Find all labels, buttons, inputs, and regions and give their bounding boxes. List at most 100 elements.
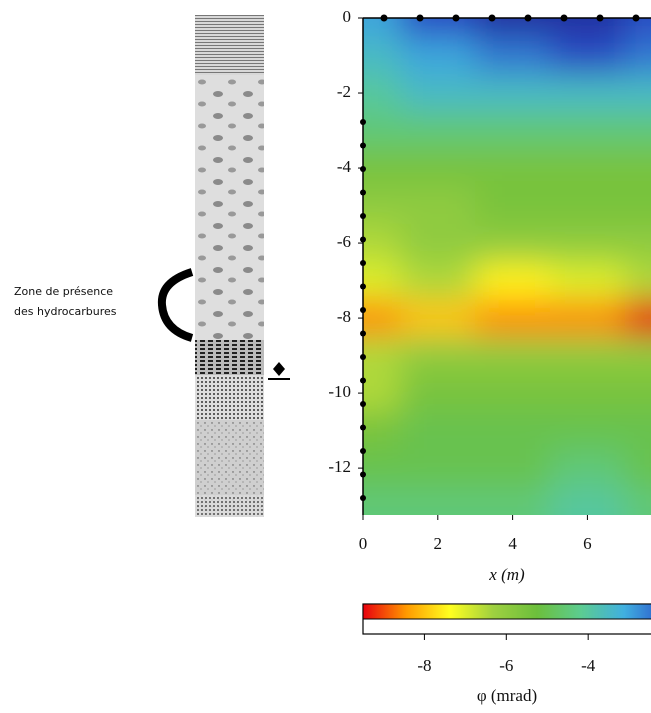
heat-cell <box>550 111 626 151</box>
heat-cell <box>400 449 477 488</box>
electrode <box>360 189 366 196</box>
x-tick-label: 2 <box>434 534 443 553</box>
heat-cell <box>363 336 402 376</box>
electrode <box>360 424 366 431</box>
colorbar-fill <box>362 603 651 620</box>
annotation: des hydrocarbures <box>14 305 117 318</box>
electrode <box>360 495 366 501</box>
heat-cell <box>550 411 626 451</box>
heat-cell <box>624 186 651 226</box>
heat-cell <box>400 486 477 515</box>
heat-cell <box>400 411 477 451</box>
electrode <box>360 471 366 478</box>
heat-cell <box>363 18 402 38</box>
heat-cell <box>475 336 552 376</box>
y-tick-label: -8 <box>337 307 351 326</box>
electrode <box>360 401 366 407</box>
y-tick-label: 0 <box>343 7 352 26</box>
heat-cell <box>363 36 402 76</box>
electrode <box>360 448 366 454</box>
heat-cell <box>624 261 651 301</box>
x-tick-label: 4 <box>508 534 517 553</box>
x-tick-label: 6 <box>583 534 592 553</box>
heat-cell <box>550 18 626 38</box>
bracket <box>157 268 194 342</box>
y-tick-label: -12 <box>328 457 351 476</box>
heat-cell <box>475 486 552 515</box>
colorbar-tick-label: -4 <box>581 656 596 675</box>
heat-cell <box>400 74 477 113</box>
heat-cell <box>550 149 626 188</box>
heat-cell <box>475 299 552 338</box>
y-tick-label: -4 <box>337 157 352 176</box>
heat-cell <box>363 74 402 113</box>
heat-cell <box>550 224 626 263</box>
heat-cell <box>363 224 402 263</box>
heat-cell <box>550 299 626 338</box>
electrode <box>360 213 366 219</box>
heatmap-cells <box>363 18 651 515</box>
heat-cell <box>400 261 477 301</box>
heat-cell <box>475 449 552 488</box>
electrodes <box>360 14 640 501</box>
heat-cell <box>400 336 477 376</box>
layer <box>195 15 264 75</box>
electrode <box>360 354 366 360</box>
electrode <box>360 307 366 313</box>
electrode <box>596 14 604 22</box>
heat-cell <box>400 111 477 151</box>
electrode <box>632 14 640 22</box>
electrode <box>360 142 366 149</box>
heat-cell <box>624 111 651 151</box>
heat-cell <box>363 374 402 413</box>
heat-cell <box>624 299 651 338</box>
heat-cell <box>475 111 552 151</box>
layer <box>195 495 264 517</box>
heat-cell <box>363 261 402 301</box>
heat-cell <box>363 411 402 451</box>
lithology-column <box>195 15 264 517</box>
electrode <box>560 14 568 22</box>
heat-cell <box>550 74 626 113</box>
y-tick-label: -2 <box>337 82 351 101</box>
colorbar: -8-6-4-2 <box>362 603 651 675</box>
heat-cell <box>363 449 402 488</box>
heat-cell <box>400 224 477 263</box>
electrode <box>360 377 366 384</box>
heat-cell <box>400 299 477 338</box>
heat-cell <box>475 74 552 113</box>
electrode <box>360 283 366 290</box>
heat-cell <box>400 18 477 38</box>
electrode <box>360 119 366 125</box>
heat-cell <box>475 36 552 76</box>
annotation: Zone de présence <box>14 285 113 298</box>
heat-cell <box>550 261 626 301</box>
electrode <box>524 14 532 22</box>
electrode <box>488 14 496 22</box>
water-table <box>268 362 290 380</box>
colorbar-label: φ (mrad) <box>477 686 537 705</box>
layer <box>195 375 264 420</box>
electrode <box>416 14 424 22</box>
heat-cell <box>624 449 651 488</box>
heat-cell <box>400 186 477 226</box>
layer <box>195 75 264 340</box>
heat-cell <box>624 149 651 188</box>
heat-cell <box>400 374 477 413</box>
heat-cell <box>624 74 651 113</box>
heat-cell <box>363 111 402 151</box>
y-tick-label: -10 <box>328 382 351 401</box>
heat-cell <box>550 449 626 488</box>
y-tick-label: -6 <box>337 232 351 251</box>
water-symbol <box>273 362 285 376</box>
colorbar-tick-label: -6 <box>499 656 513 675</box>
heat-cell <box>475 261 552 301</box>
heat-cell <box>550 336 626 376</box>
heat-cell <box>624 486 651 515</box>
heat-cell <box>475 411 552 451</box>
electrode <box>452 14 460 22</box>
heat-cell <box>550 186 626 226</box>
heat-cell <box>624 336 651 376</box>
